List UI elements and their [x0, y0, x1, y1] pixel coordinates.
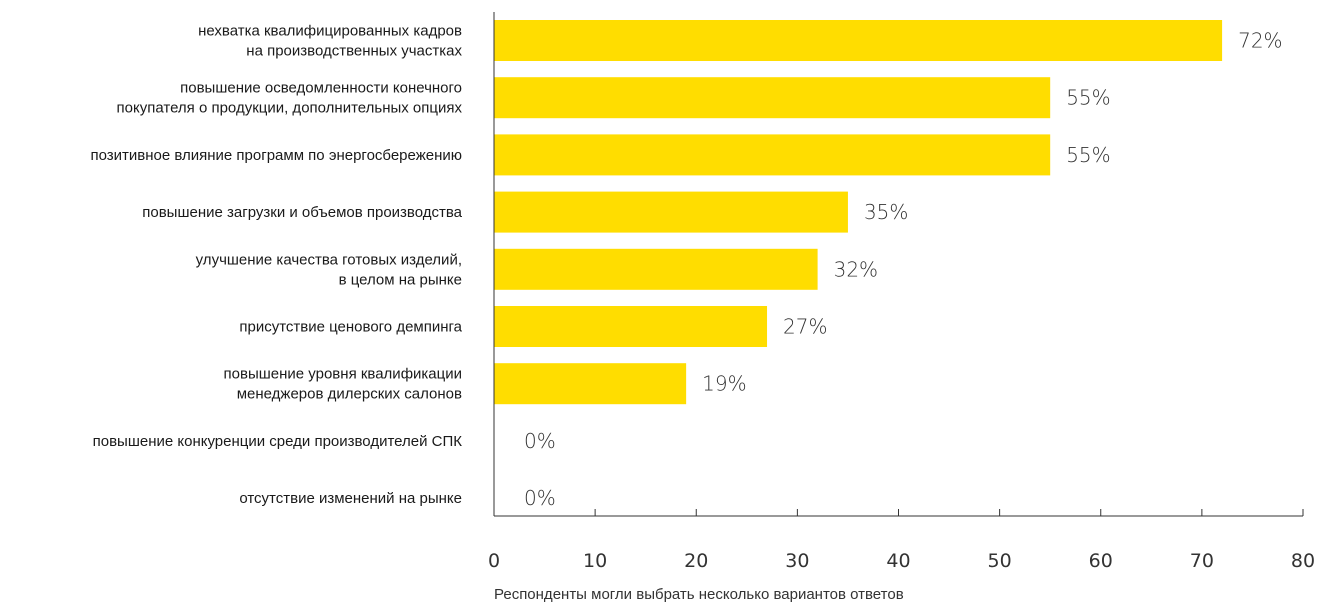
x-tick-label: 0 [488, 550, 500, 572]
x-tick-label: 10 [583, 550, 607, 572]
category-label: улучшение качества готовых изделий, в цел… [196, 251, 462, 288]
data-label: 72% [1238, 29, 1282, 53]
category-label: нехватка квалифицированных кадров на прои… [198, 23, 462, 60]
data-label: 55% [1066, 143, 1110, 167]
data-label: 55% [1066, 86, 1110, 110]
bar [494, 134, 1051, 176]
footnote: Респонденты могли выбрать несколько вари… [494, 586, 904, 603]
x-tick-label: 30 [785, 550, 809, 572]
x-tick-label: 80 [1291, 550, 1315, 572]
x-tick-label: 50 [988, 550, 1012, 572]
category-label: повышение загрузки и объемов производств… [142, 204, 462, 221]
x-tick-label: 20 [684, 550, 708, 572]
bar [494, 191, 848, 233]
bar [494, 306, 768, 347]
category-label: отсутствие изменений на рынке [239, 490, 462, 507]
category-label: повышение уровня квалификации менеджеров … [224, 366, 462, 403]
bar [494, 248, 818, 290]
x-tick-label: 40 [886, 550, 910, 572]
bar [494, 20, 1223, 61]
data-label: 0% [524, 486, 556, 510]
category-label: повышение осведомленности конечного покуп… [117, 80, 463, 117]
data-label: 27% [783, 315, 827, 339]
category-label: повышение конкуренции среди производител… [93, 433, 463, 450]
bar [494, 363, 687, 405]
category-label: присутствие ценового демпинга [239, 319, 462, 336]
x-tick-label: 60 [1089, 550, 1113, 572]
data-label: 19% [702, 372, 746, 396]
data-label: 0% [524, 429, 556, 453]
data-label: 35% [864, 200, 908, 224]
x-tick-label: 70 [1190, 550, 1214, 572]
bar [494, 77, 1051, 119]
category-label: позитивное влияние программ по энергосбе… [90, 147, 462, 164]
data-label: 32% [834, 257, 878, 281]
